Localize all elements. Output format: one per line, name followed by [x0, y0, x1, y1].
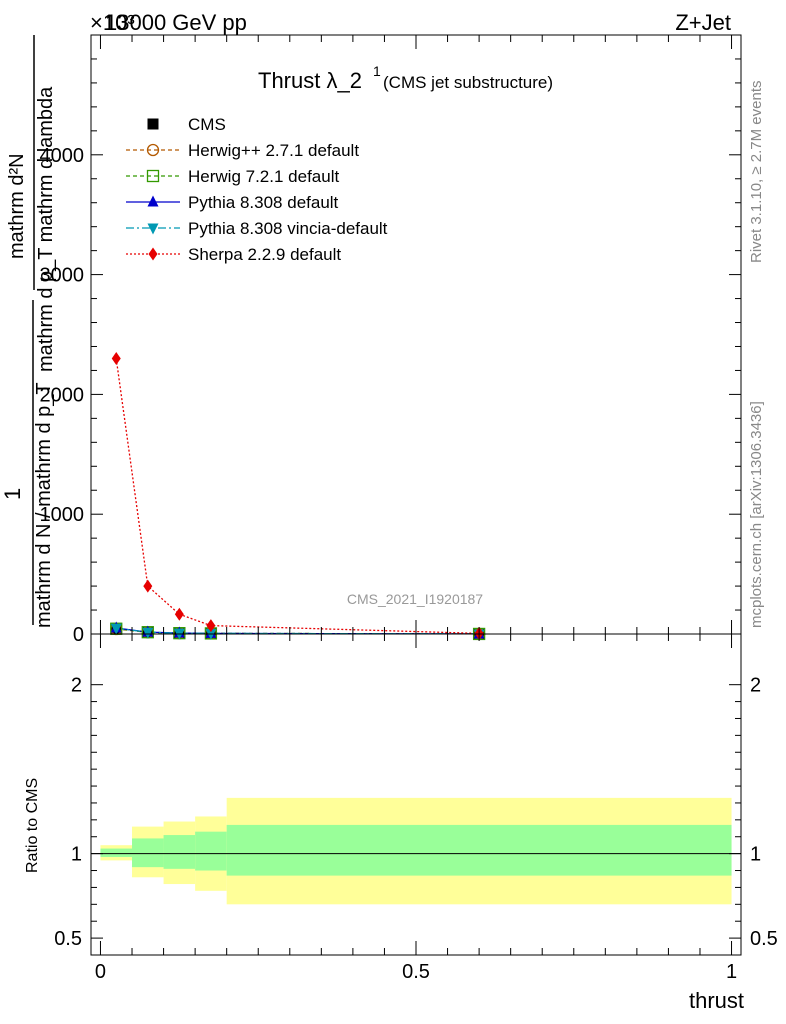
y-tick-label: 3000: [40, 265, 85, 287]
series-line: [115, 358, 480, 635]
legend-marker: [147, 223, 159, 235]
uncertainty-bands: [100, 797, 732, 905]
ratio-plot-panel: 0.5 0.51 12 2 0 0.5 1 Ratio to CMS thrust: [24, 633, 778, 1013]
series-markers: [110, 351, 486, 641]
legend-entry: Herwig 7.2.1 default: [126, 167, 339, 186]
ratio-y-tick-label: 2: [71, 675, 82, 697]
x-tick-label: 1: [726, 961, 737, 983]
ylabel-prefactor-denominator: mathrm d N / mathrm d p_T: [33, 382, 55, 628]
data-point: [111, 351, 121, 365]
legend-entry: Pythia 8.308 default: [126, 193, 339, 212]
x-tick-label: 0: [95, 961, 106, 983]
ratio-y-tick-label-right: 1: [750, 844, 761, 866]
inner-band: [226, 824, 732, 876]
series-line: [116, 627, 480, 635]
data-point: [143, 579, 153, 593]
ylabel-prefactor-numerator: 1: [0, 488, 25, 500]
legend-label: Herwig 7.2.1 default: [188, 167, 339, 186]
ylabel-denominator: mathrm d p_T mathrm d lambda: [35, 86, 57, 372]
legend-marker: [148, 247, 158, 261]
process-label: Z+Jet: [675, 10, 731, 35]
legend: CMS Herwig++ 2.7.1 default Herwig 7.2.1 de…: [126, 115, 388, 264]
legend-label: Pythia 8.308 default: [188, 193, 339, 212]
main-x-ticks: [99, 35, 733, 634]
inner-band: [163, 835, 196, 869]
plot-subtitle: (CMS jet substructure): [383, 73, 553, 92]
data-point: [206, 619, 216, 633]
plot-title-superscript: 1: [373, 63, 381, 79]
ratio-x-ticks: 0 0.5 1: [95, 634, 737, 983]
main-y-axis-label: mathrm d²N mathrm d p_T mathrm d lambda …: [0, 35, 57, 628]
ylabel-numerator: mathrm d²N: [6, 153, 28, 259]
data-point: [174, 607, 184, 621]
analysis-watermark: CMS_2021_I1920187: [347, 591, 483, 607]
legend-marker: [146, 169, 160, 183]
inner-band: [132, 838, 164, 868]
rivet-label: Rivet 3.1.10, ≥ 2.7M events: [748, 81, 765, 264]
main-y-ticks: 0 1000 2000 3000 4000: [40, 58, 741, 646]
ratio-plot-frame: [90, 633, 742, 956]
legend-marker: [146, 143, 160, 157]
legend-label: Herwig++ 2.7.1 default: [188, 141, 359, 160]
ratio-y-tick-label: 1: [71, 844, 82, 866]
main-plot-panel: 0 1000 2000 3000 4000 Thrust λ_2 1 (CMS jet …: [40, 34, 742, 646]
energy-label: 13000 GeV pp: [105, 10, 247, 35]
ratio-y-tick-label-right: 2: [750, 675, 761, 697]
ratio-y-ticks: 0.5 0.5 1 1 2 2: [54, 675, 778, 950]
legend-entry: Pythia 8.308 vincia-default: [126, 219, 388, 238]
legend-label: CMS: [188, 115, 226, 134]
legend-entry: Sherpa 2.2.9 default: [126, 245, 341, 264]
x-axis-label: thrust: [689, 988, 744, 1013]
plot-title: Thrust λ_2: [258, 68, 362, 93]
ratio-y-label: Ratio to CMS: [24, 778, 41, 873]
data-point: [142, 627, 154, 639]
y-tick-label: 4000: [40, 145, 85, 167]
legend-label: Pythia 8.308 vincia-default: [188, 219, 388, 238]
y-tick-label: 2000: [40, 384, 85, 406]
inner-band: [195, 831, 227, 871]
y-tick-label: 0: [73, 624, 84, 646]
ratio-y-tick-label-right: 0.5: [750, 928, 778, 950]
data-point: [110, 623, 122, 635]
inner-band: [100, 848, 133, 858]
x-tick-label: 0.5: [402, 961, 430, 983]
legend-marker: [147, 195, 159, 207]
exponent-label: ×10³: [90, 10, 135, 35]
legend-marker: [147, 118, 159, 130]
legend-entry: CMS: [147, 115, 226, 134]
y-tick-label: 1000: [40, 504, 85, 526]
legend-entry: Herwig++ 2.7.1 default: [126, 141, 359, 160]
legend-label: Sherpa 2.2.9 default: [188, 245, 341, 264]
ratio-y-tick-label: 0.5: [54, 928, 82, 950]
mcplots-label: mcplots.cern.ch [arXiv:1306.3436]: [748, 401, 765, 628]
